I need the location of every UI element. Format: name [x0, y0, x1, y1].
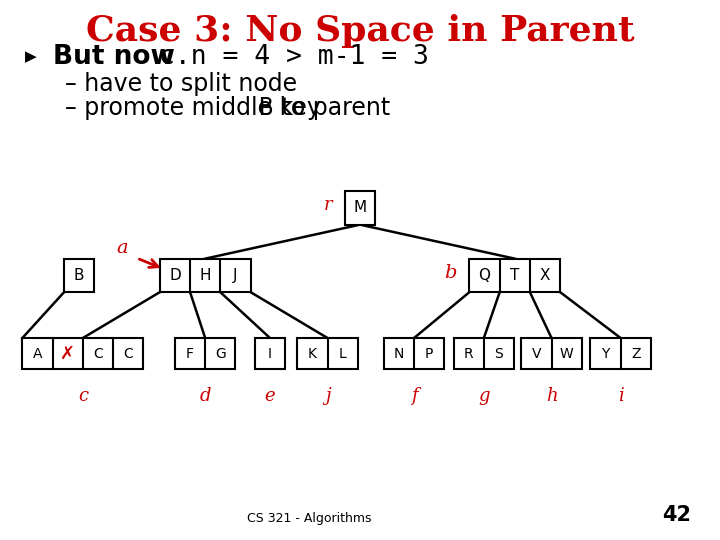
- Text: Z: Z: [631, 347, 641, 361]
- Text: W: W: [559, 347, 574, 361]
- Text: C: C: [93, 347, 103, 361]
- Text: S: S: [495, 347, 503, 361]
- Text: A: A: [32, 347, 42, 361]
- Bar: [255, 338, 285, 369]
- Text: b: b: [444, 264, 456, 282]
- Text: Case 3: No Space in Parent: Case 3: No Space in Parent: [86, 14, 634, 48]
- Text: G: G: [215, 347, 225, 361]
- Bar: [384, 338, 444, 369]
- Bar: [454, 338, 514, 369]
- Text: J: J: [233, 268, 238, 283]
- Text: ▶: ▶: [25, 49, 37, 64]
- Text: Q: Q: [479, 268, 490, 283]
- Text: Y: Y: [601, 347, 610, 361]
- Text: H: H: [199, 268, 211, 283]
- Text: to parent: to parent: [274, 96, 390, 120]
- Text: – have to split node: – have to split node: [65, 72, 297, 96]
- Text: D: D: [169, 268, 181, 283]
- Text: C: C: [123, 347, 133, 361]
- Bar: [297, 338, 358, 369]
- Text: But now: But now: [53, 44, 184, 70]
- Text: i: i: [618, 387, 624, 404]
- Text: c.n = 4 > m-1 = 3: c.n = 4 > m-1 = 3: [159, 44, 429, 70]
- Text: j: j: [325, 387, 330, 404]
- Text: M: M: [354, 200, 366, 215]
- Text: N: N: [394, 347, 404, 361]
- Text: CS 321 - Algorithms: CS 321 - Algorithms: [248, 512, 372, 525]
- Bar: [469, 259, 560, 292]
- Text: F: F: [186, 347, 194, 361]
- Text: d: d: [199, 387, 211, 404]
- Bar: [175, 338, 235, 369]
- Bar: [590, 338, 651, 369]
- Text: R: R: [464, 347, 474, 361]
- Text: T: T: [510, 268, 520, 283]
- Text: V: V: [531, 347, 541, 361]
- Text: X: X: [540, 268, 550, 283]
- Text: P: P: [425, 347, 433, 361]
- Text: 42: 42: [662, 505, 691, 525]
- Text: K: K: [308, 347, 317, 361]
- Text: I: I: [268, 347, 272, 361]
- Text: h: h: [546, 387, 557, 404]
- Bar: [345, 191, 375, 225]
- Text: ✗: ✗: [60, 345, 76, 363]
- Bar: [22, 338, 143, 369]
- Text: f: f: [410, 387, 418, 404]
- Text: a: a: [117, 239, 128, 258]
- Text: B: B: [258, 96, 272, 120]
- Text: – promote middle key: – promote middle key: [65, 96, 328, 120]
- Text: r: r: [323, 196, 332, 214]
- Bar: [160, 259, 251, 292]
- Bar: [521, 338, 582, 369]
- Text: e: e: [265, 387, 275, 404]
- Text: g: g: [478, 387, 490, 404]
- Bar: [64, 259, 94, 292]
- Text: B: B: [74, 268, 84, 283]
- Text: c: c: [78, 387, 88, 404]
- Text: L: L: [339, 347, 346, 361]
